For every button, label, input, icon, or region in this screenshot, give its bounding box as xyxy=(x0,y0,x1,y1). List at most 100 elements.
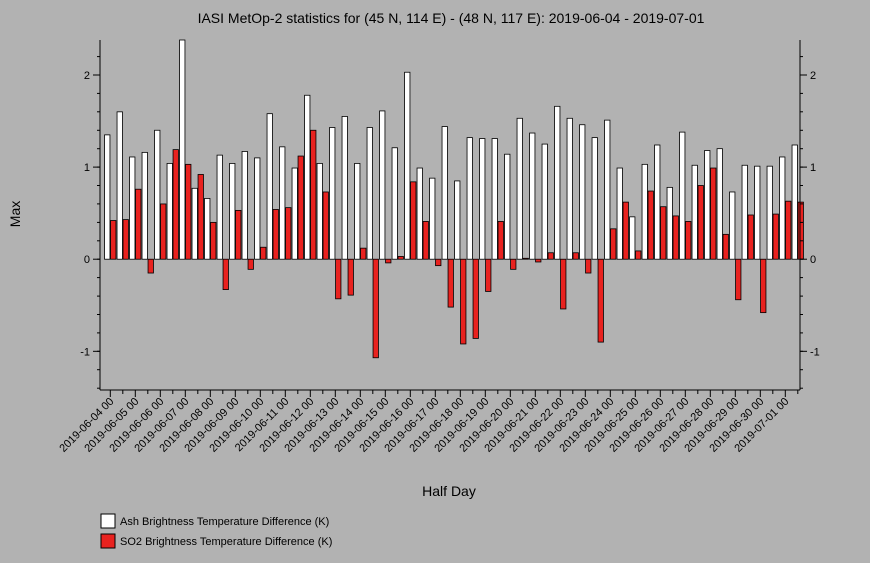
ash-bar-51 xyxy=(741,164,748,260)
ash-bar-9 xyxy=(216,154,223,260)
ash-bar-7 xyxy=(191,187,198,260)
y-tick-label-right-3: 2 xyxy=(810,70,816,82)
ash-bar-4 xyxy=(154,129,161,260)
ash-bar-50 xyxy=(729,191,736,260)
so2-bar-4 xyxy=(160,203,167,260)
legend-swatch-ash xyxy=(100,513,116,529)
so2-bar-0 xyxy=(110,220,117,260)
ash-bar-48 xyxy=(704,150,711,260)
ash-bar-31 xyxy=(491,138,498,260)
ash-bar-13 xyxy=(266,113,273,260)
legend-label-so2: SO2 Brightness Temperature Difference (K… xyxy=(120,536,332,548)
ash-bar-38 xyxy=(579,124,586,260)
so2-bar-54 xyxy=(785,200,792,260)
ash-bar-32 xyxy=(504,153,511,260)
ash-bar-15 xyxy=(291,167,298,260)
so2-bar-11 xyxy=(247,258,254,270)
so2-bar-6 xyxy=(185,163,192,260)
ash-bar-34 xyxy=(529,132,536,260)
legend-swatch-so2 xyxy=(100,533,116,549)
so2-bar-21 xyxy=(372,258,379,359)
ash-bar-53 xyxy=(766,165,773,260)
ash-bar-37 xyxy=(566,117,573,260)
ash-bar-30 xyxy=(479,138,486,260)
so2-bar-28 xyxy=(460,258,467,345)
legend-item-ash: Ash Brightness Temperature Difference (K… xyxy=(100,513,329,529)
so2-bar-46 xyxy=(685,221,692,260)
ash-bar-12 xyxy=(254,157,261,260)
so2-bar-13 xyxy=(272,209,279,260)
so2-bar-37 xyxy=(572,252,579,260)
ash-bar-2 xyxy=(129,156,136,260)
y-tick-label-right-2: 1 xyxy=(810,162,816,174)
so2-bar-55 xyxy=(797,201,804,260)
y-tick-label-left-0: -1 xyxy=(80,346,90,358)
so2-bar-7 xyxy=(197,174,204,260)
ash-bar-0 xyxy=(104,134,111,260)
ash-bar-5 xyxy=(166,163,173,260)
ash-bar-28 xyxy=(454,180,461,260)
so2-bar-16 xyxy=(310,129,317,260)
so2-bar-19 xyxy=(347,258,354,296)
so2-bar-25 xyxy=(422,221,429,260)
y-tick-label-right-1: 0 xyxy=(810,254,816,266)
ash-bar-41 xyxy=(616,167,623,260)
so2-bar-44 xyxy=(660,206,667,260)
ash-bar-19 xyxy=(341,116,348,260)
ash-bar-20 xyxy=(354,163,361,260)
so2-bar-49 xyxy=(722,233,729,260)
so2-bar-12 xyxy=(260,246,267,260)
so2-bar-39 xyxy=(597,258,604,343)
y-tick-label-left-2: 1 xyxy=(84,162,90,174)
ash-bar-27 xyxy=(441,126,448,260)
ash-bar-39 xyxy=(591,137,598,260)
so2-bar-53 xyxy=(772,213,779,260)
y-tick-label-right-0: -1 xyxy=(810,346,820,358)
ash-bar-23 xyxy=(391,147,398,260)
ash-bar-18 xyxy=(329,127,336,260)
ash-bar-26 xyxy=(429,177,436,260)
so2-bar-14 xyxy=(285,207,292,260)
y-axis-label: Max xyxy=(7,201,23,227)
ash-bar-55 xyxy=(791,144,798,260)
so2-bar-40 xyxy=(610,228,617,260)
so2-bar-41 xyxy=(622,201,629,260)
ash-bar-52 xyxy=(754,165,761,260)
y-tick-label-left-3: 2 xyxy=(84,70,90,82)
ash-bar-3 xyxy=(141,151,148,260)
so2-bar-18 xyxy=(335,258,342,300)
ash-bar-14 xyxy=(279,146,286,260)
ash-bar-29 xyxy=(466,137,473,260)
ash-bar-46 xyxy=(679,131,686,260)
ash-bar-36 xyxy=(554,105,561,260)
so2-bar-8 xyxy=(210,221,217,260)
ash-bar-47 xyxy=(691,164,698,260)
so2-bar-15 xyxy=(297,155,304,260)
so2-bar-10 xyxy=(235,209,242,260)
so2-bar-27 xyxy=(447,258,454,308)
ash-bar-42 xyxy=(629,216,636,260)
ash-bar-8 xyxy=(204,198,211,260)
so2-bar-33 xyxy=(522,257,529,260)
bars-layer xyxy=(104,39,804,359)
so2-bar-9 xyxy=(222,258,229,290)
so2-bar-22 xyxy=(385,258,392,264)
so2-bar-43 xyxy=(647,190,654,260)
so2-bar-5 xyxy=(172,149,179,260)
ash-bar-1 xyxy=(116,111,123,260)
ash-bar-33 xyxy=(516,117,523,260)
ash-bar-40 xyxy=(604,119,611,260)
so2-bar-42 xyxy=(635,250,642,260)
ash-bar-21 xyxy=(366,127,373,260)
chart-title: IASI MetOp-2 statistics for (45 N, 114 E… xyxy=(198,10,705,26)
ash-bar-44 xyxy=(654,144,661,260)
so2-bar-45 xyxy=(672,215,679,260)
ash-bar-24 xyxy=(404,71,411,260)
so2-bar-52 xyxy=(760,258,767,314)
so2-bar-26 xyxy=(435,258,442,267)
ash-bar-16 xyxy=(304,94,311,260)
ash-bar-35 xyxy=(541,143,548,260)
so2-bar-51 xyxy=(747,214,754,260)
ash-bar-45 xyxy=(666,186,673,260)
